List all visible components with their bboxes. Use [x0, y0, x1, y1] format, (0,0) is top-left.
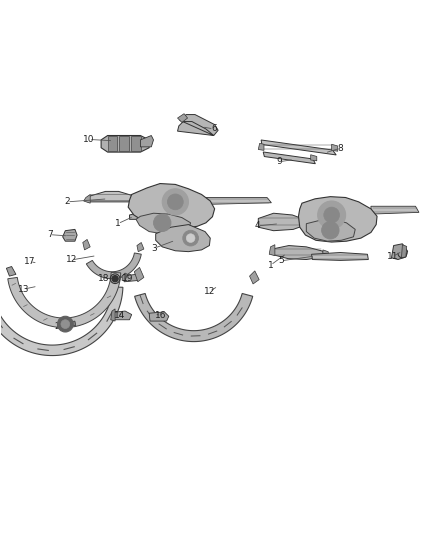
Polygon shape [86, 253, 141, 279]
Polygon shape [392, 244, 408, 260]
Text: 19: 19 [123, 274, 134, 283]
Polygon shape [111, 309, 115, 321]
Polygon shape [141, 135, 153, 147]
Polygon shape [258, 143, 264, 150]
Text: 6: 6 [211, 125, 217, 133]
Circle shape [112, 276, 118, 282]
Polygon shape [177, 114, 187, 123]
Circle shape [153, 214, 171, 231]
Polygon shape [101, 135, 149, 152]
Polygon shape [88, 191, 136, 202]
Polygon shape [250, 271, 259, 284]
Text: 1: 1 [268, 261, 273, 270]
Polygon shape [263, 152, 315, 164]
Text: 3: 3 [152, 244, 157, 253]
Polygon shape [63, 229, 77, 241]
Polygon shape [136, 213, 191, 234]
Circle shape [167, 194, 183, 210]
Polygon shape [269, 245, 275, 256]
Circle shape [183, 230, 198, 246]
Polygon shape [306, 220, 355, 241]
Polygon shape [122, 273, 127, 280]
Polygon shape [120, 136, 129, 151]
Polygon shape [134, 268, 144, 282]
Text: 20: 20 [55, 322, 66, 331]
Polygon shape [258, 213, 305, 231]
Text: 13: 13 [18, 285, 29, 294]
Circle shape [61, 320, 70, 328]
Text: 2: 2 [64, 197, 70, 206]
Polygon shape [177, 115, 218, 135]
Text: 12: 12 [204, 287, 215, 296]
Text: 8: 8 [338, 144, 343, 152]
Polygon shape [298, 197, 377, 242]
Polygon shape [155, 224, 210, 252]
Circle shape [321, 222, 339, 239]
Circle shape [324, 207, 339, 223]
Polygon shape [332, 144, 338, 151]
Polygon shape [0, 287, 123, 356]
Text: 18: 18 [99, 274, 110, 283]
Polygon shape [402, 245, 407, 258]
Polygon shape [113, 311, 132, 320]
Polygon shape [371, 206, 419, 214]
Circle shape [57, 316, 73, 332]
Text: 5: 5 [278, 256, 284, 265]
Polygon shape [8, 272, 121, 328]
Polygon shape [201, 198, 272, 205]
Circle shape [318, 201, 346, 229]
Polygon shape [134, 294, 253, 342]
Polygon shape [149, 312, 169, 321]
Polygon shape [130, 212, 149, 220]
Polygon shape [108, 136, 117, 151]
Polygon shape [311, 155, 317, 161]
Polygon shape [261, 140, 336, 155]
Text: 16: 16 [155, 311, 167, 320]
Text: 10: 10 [83, 135, 95, 144]
Text: 14: 14 [114, 311, 125, 320]
Text: 7: 7 [47, 230, 53, 239]
Text: 4: 4 [254, 221, 260, 230]
Polygon shape [323, 250, 329, 259]
Polygon shape [83, 239, 90, 250]
Polygon shape [311, 253, 368, 261]
Text: 11: 11 [387, 252, 399, 261]
Polygon shape [7, 266, 16, 276]
Text: 17: 17 [24, 257, 36, 266]
Polygon shape [272, 246, 324, 260]
Circle shape [162, 189, 188, 215]
Polygon shape [131, 136, 141, 151]
Text: 12: 12 [66, 255, 77, 264]
Polygon shape [137, 243, 144, 252]
Circle shape [186, 234, 195, 243]
Text: 9: 9 [276, 157, 282, 166]
Polygon shape [84, 195, 90, 203]
Polygon shape [128, 183, 215, 228]
Polygon shape [65, 321, 76, 327]
Polygon shape [122, 274, 138, 282]
Text: 1: 1 [115, 219, 120, 228]
